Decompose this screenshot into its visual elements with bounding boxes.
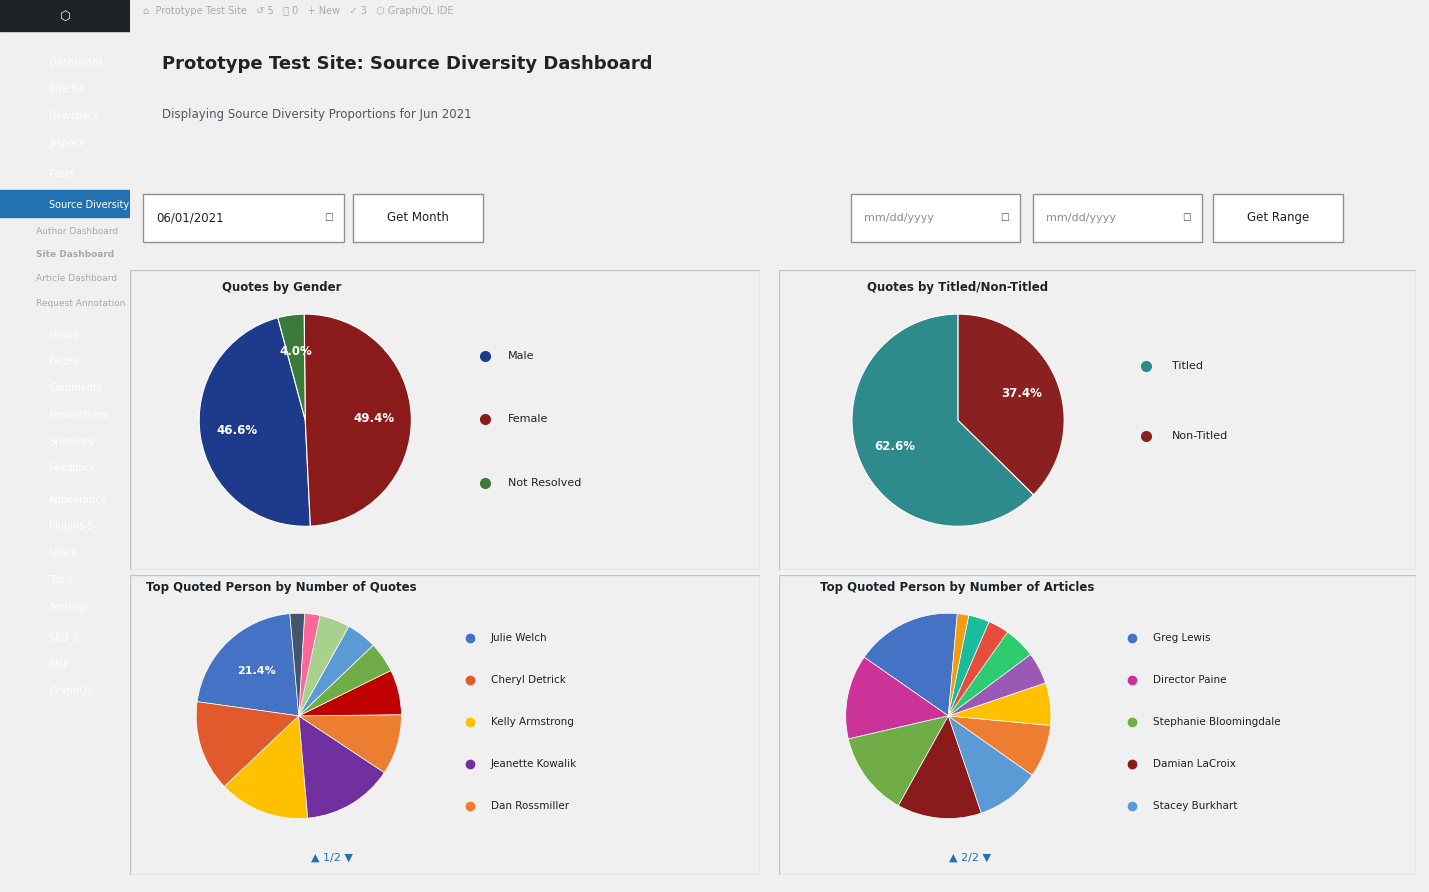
Text: Appearance: Appearance <box>50 494 109 505</box>
Text: ▲ 2/2 ▼: ▲ 2/2 ▼ <box>949 852 992 863</box>
Wedge shape <box>299 626 373 716</box>
Text: Request Annotation: Request Annotation <box>36 299 126 308</box>
Wedge shape <box>299 716 384 818</box>
Text: 46.6%: 46.6% <box>217 425 257 437</box>
Text: Posts: Posts <box>50 169 74 179</box>
Text: Newspack: Newspack <box>50 111 99 121</box>
Text: Displaying Source Diversity Proportions for Jun 2021: Displaying Source Diversity Proportions … <box>163 108 472 121</box>
Text: Stacey Burkhart: Stacey Burkhart <box>1153 801 1238 811</box>
FancyBboxPatch shape <box>850 194 1020 242</box>
Text: mm/dd/yyyy: mm/dd/yyyy <box>865 213 935 223</box>
Text: Top Quoted Person by Number of Quotes: Top Quoted Person by Number of Quotes <box>146 581 417 594</box>
Text: ▲ 1/2 ▼: ▲ 1/2 ▼ <box>312 852 353 863</box>
Wedge shape <box>865 614 957 716</box>
Text: ⌂  Prototype Test Site   ↺ 5   💬 0   + New   ✓ 3   ⬡ GraphiQL IDE: ⌂ Prototype Test Site ↺ 5 💬 0 + New ✓ 3 … <box>143 6 453 16</box>
Text: Quotes by Gender: Quotes by Gender <box>221 281 342 294</box>
Wedge shape <box>299 714 402 772</box>
Text: Damian LaCroix: Damian LaCroix <box>1153 759 1236 769</box>
Text: Kelly Armstrong: Kelly Armstrong <box>490 716 573 727</box>
FancyBboxPatch shape <box>143 194 344 242</box>
Wedge shape <box>949 716 1032 814</box>
Wedge shape <box>224 716 307 819</box>
Text: Site Dashboard: Site Dashboard <box>36 250 114 259</box>
Text: Tools: Tools <box>50 574 73 585</box>
FancyBboxPatch shape <box>1033 194 1202 242</box>
Text: Site Kit: Site Kit <box>50 84 84 95</box>
Wedge shape <box>949 614 969 716</box>
Text: SEO 3: SEO 3 <box>50 632 79 643</box>
Text: Cheryl Detrick: Cheryl Detrick <box>490 674 566 685</box>
Text: Male: Male <box>507 351 534 361</box>
Wedge shape <box>277 314 306 420</box>
Text: Jeanette Kowalik: Jeanette Kowalik <box>490 759 577 769</box>
Wedge shape <box>957 314 1065 495</box>
FancyBboxPatch shape <box>353 194 483 242</box>
Wedge shape <box>899 716 982 819</box>
Text: Comments: Comments <box>50 383 103 393</box>
Text: 37.4%: 37.4% <box>1002 387 1042 401</box>
Text: Stephanie Bloomingdale: Stephanie Bloomingdale <box>1153 716 1280 727</box>
Text: Users: Users <box>50 548 77 558</box>
Text: 06/01/2021: 06/01/2021 <box>156 211 223 225</box>
Text: Titled: Titled <box>1172 361 1203 371</box>
Text: Quotes by Titled/Non-Titled: Quotes by Titled/Non-Titled <box>867 281 1049 294</box>
Text: 4.0%: 4.0% <box>280 345 313 359</box>
Wedge shape <box>299 615 349 716</box>
Text: Plugins 5: Plugins 5 <box>50 521 94 532</box>
Text: Feedback: Feedback <box>50 463 96 474</box>
Text: 21.4%: 21.4% <box>237 666 276 676</box>
Wedge shape <box>949 622 1007 716</box>
Wedge shape <box>290 614 304 716</box>
Text: Top Quoted Person by Number of Articles: Top Quoted Person by Number of Articles <box>820 581 1095 594</box>
Text: Dashboard: Dashboard <box>50 57 103 68</box>
FancyBboxPatch shape <box>1213 194 1343 242</box>
Text: Newsletters: Newsletters <box>50 409 107 420</box>
Wedge shape <box>199 318 310 526</box>
Text: Get Range: Get Range <box>1248 211 1309 225</box>
Text: Media: Media <box>50 329 79 340</box>
Wedge shape <box>299 671 402 716</box>
Wedge shape <box>846 657 949 739</box>
Text: Source Diversity: Source Diversity <box>50 200 130 211</box>
Text: Author Dashboard: Author Dashboard <box>36 227 119 236</box>
Text: Sponsors: Sponsors <box>50 436 94 447</box>
Text: 49.4%: 49.4% <box>353 412 394 425</box>
Text: Prototype Test Site: Source Diversity Dashboard: Prototype Test Site: Source Diversity Da… <box>163 54 653 73</box>
Text: 62.6%: 62.6% <box>875 441 915 453</box>
Text: ☐: ☐ <box>1000 213 1009 223</box>
Bar <box>0 0 130 31</box>
Text: Jetpack: Jetpack <box>50 137 86 148</box>
Wedge shape <box>949 632 1030 716</box>
Wedge shape <box>197 614 299 716</box>
Text: ☐: ☐ <box>1182 213 1190 223</box>
Text: GraphQL: GraphQL <box>50 686 93 697</box>
Text: Dan Rossmiller: Dan Rossmiller <box>490 801 569 811</box>
Text: Not Resolved: Not Resolved <box>507 477 582 488</box>
Text: Julie Welch: Julie Welch <box>490 632 547 643</box>
Wedge shape <box>299 645 390 716</box>
Text: Get Month: Get Month <box>387 211 449 225</box>
Text: Greg Lewis: Greg Lewis <box>1153 632 1210 643</box>
Wedge shape <box>949 655 1046 716</box>
Text: Non-Titled: Non-Titled <box>1172 431 1228 442</box>
Wedge shape <box>949 716 1050 775</box>
Text: Female: Female <box>507 415 549 425</box>
Wedge shape <box>949 683 1050 725</box>
Wedge shape <box>949 615 989 716</box>
Text: AMP: AMP <box>50 659 70 670</box>
Bar <box>0 190 130 217</box>
Wedge shape <box>299 614 320 716</box>
Text: Director Paine: Director Paine <box>1153 674 1226 685</box>
Wedge shape <box>849 716 949 805</box>
Text: Settings: Settings <box>50 601 90 612</box>
Wedge shape <box>304 314 412 526</box>
Text: ☐: ☐ <box>324 213 333 223</box>
Wedge shape <box>852 314 1033 526</box>
Text: Pages: Pages <box>50 356 79 367</box>
Text: ⬡: ⬡ <box>60 10 70 22</box>
Wedge shape <box>196 702 299 787</box>
Text: mm/dd/yyyy: mm/dd/yyyy <box>1046 213 1116 223</box>
Text: Article Dashboard: Article Dashboard <box>36 274 117 283</box>
